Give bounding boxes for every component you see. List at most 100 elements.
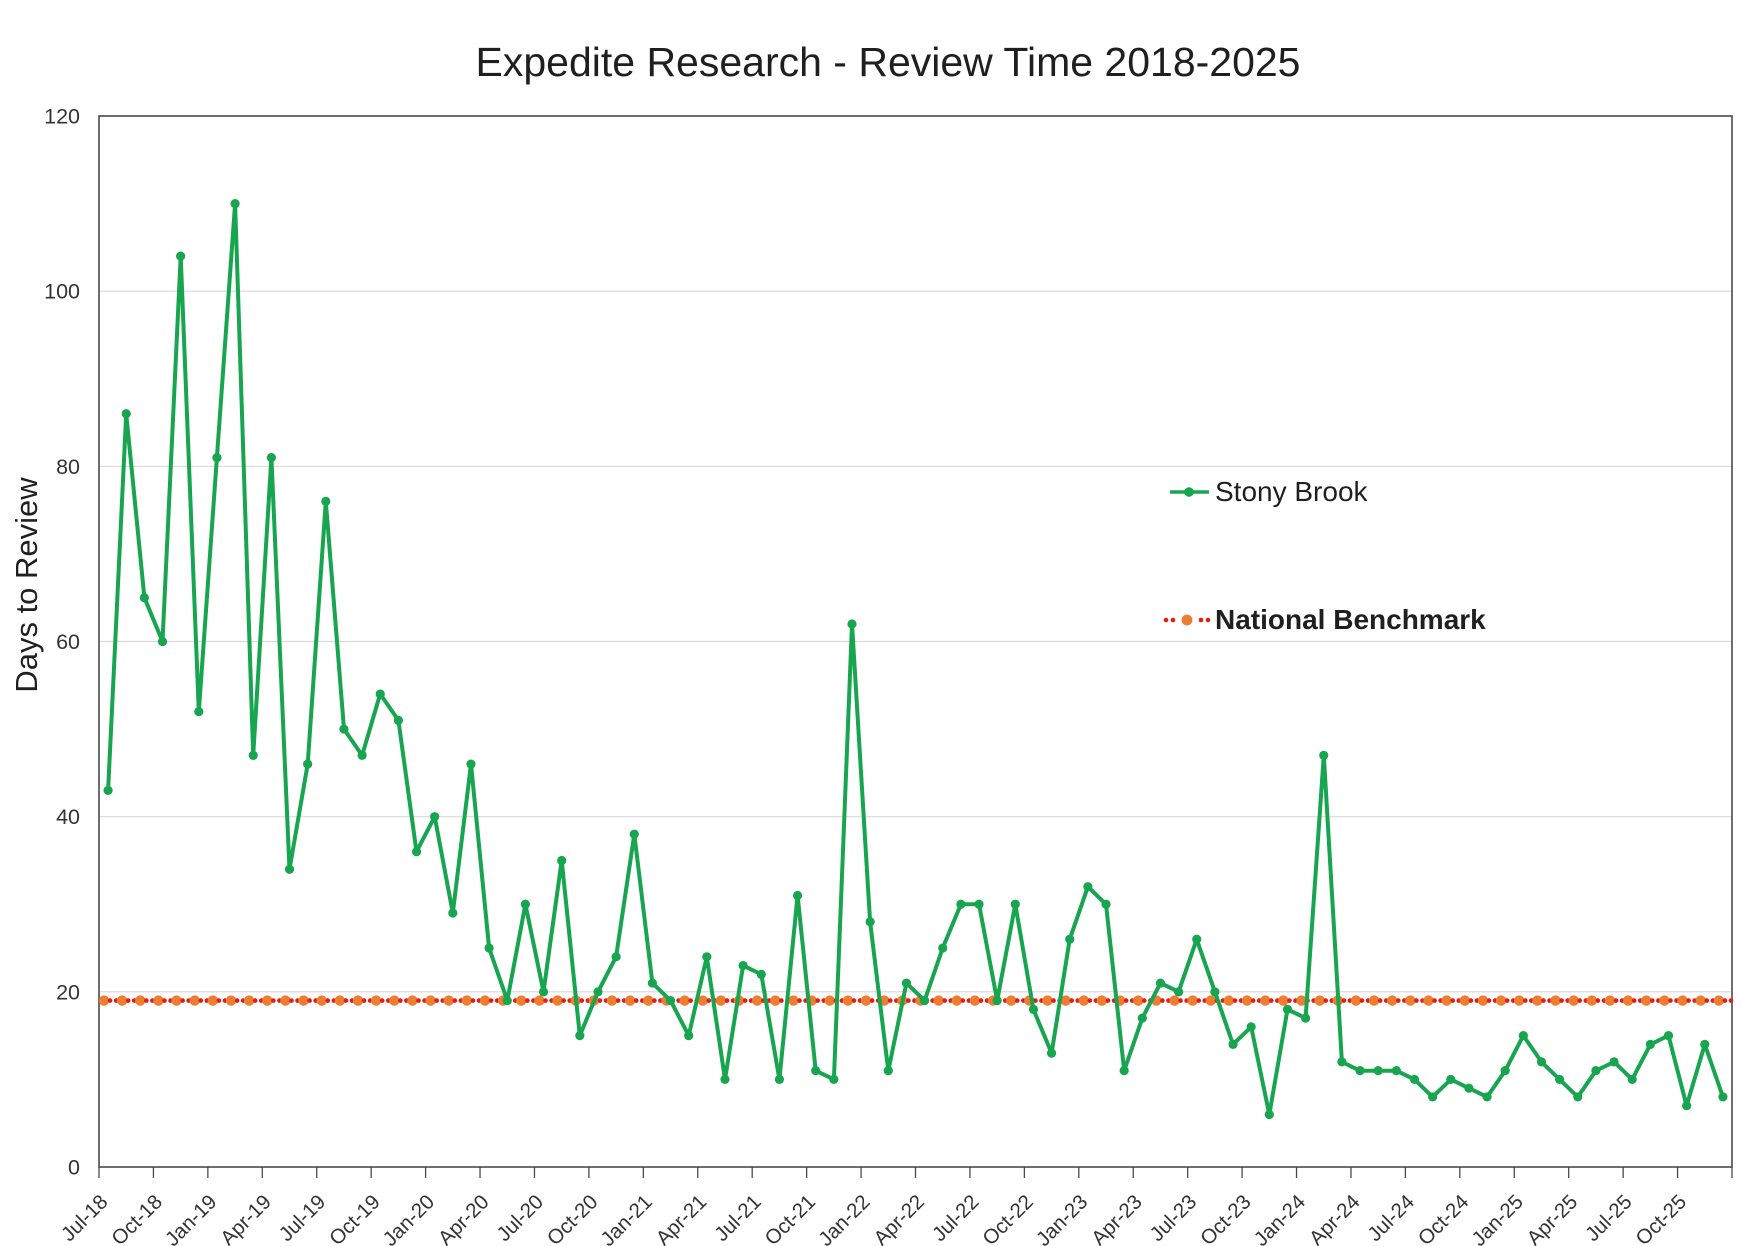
data-point-marker [1246,1022,1256,1032]
benchmark-large-dot [461,995,473,1006]
data-point-marker [1718,1092,1728,1102]
data-point-marker [230,198,240,209]
benchmark-large-dot [1514,995,1525,1006]
x-axis-tick-label: Oct-22 [978,1190,1038,1246]
benchmark-large-dot [389,995,400,1006]
benchmark-small-dot [1577,998,1583,1003]
benchmark-large-dot [1550,995,1561,1006]
data-point-marker [1337,1057,1347,1067]
data-point-marker [520,899,530,909]
benchmark-large-dot [1133,995,1144,1006]
benchmark-large-dot [1314,995,1325,1006]
benchmark-large-dot [262,995,273,1006]
benchmark-small-dot [1450,998,1456,1003]
x-axis-tick-label: Jul-20 [492,1190,548,1246]
benchmark-small-dot [1287,998,1292,1003]
benchmark-small-dot [1341,998,1347,1003]
benchmark-small-dot [1105,998,1111,1003]
data-point-marker [1010,899,1020,909]
benchmark-small-dot [234,998,240,1003]
benchmark-large-dot [280,995,291,1006]
benchmark-legend-dot-icon [1205,617,1211,623]
benchmark-small-dot [361,998,367,1003]
data-point-marker [1464,1083,1474,1093]
benchmark-large-dot [189,995,200,1006]
data-point-marker [575,1031,585,1041]
benchmark-small-dot [597,998,603,1003]
benchmark-small-dot [1728,998,1734,1003]
data-point-marker [194,706,204,717]
benchmark-small-dot [815,998,820,1003]
benchmark-large-dot [116,995,128,1006]
benchmark-large-dot [407,995,418,1006]
legend: Stony Brook National Benchmark [1163,476,1486,635]
benchmark-small-dot [742,998,748,1003]
benchmark-large-dot [1659,995,1670,1006]
benchmark-large-dot [1241,995,1253,1006]
benchmark-large-dot [752,995,763,1006]
benchmark-large-dot [1060,995,1071,1006]
data-point-marker [720,1074,730,1085]
data-point-marker [1119,1066,1129,1076]
x-axis-tick-label: Oct-25 [1631,1190,1691,1246]
benchmark-small-dot [779,998,784,1003]
benchmark-small-dot [1323,998,1329,1003]
benchmark-small-dot [1631,998,1637,1003]
benchmark-small-dot [1559,998,1564,1003]
benchmark-small-dot [1468,998,1474,1003]
x-axis-tick-label: Oct-18 [107,1190,167,1246]
benchmark-small-dot [525,998,530,1003]
data-point-marker [375,689,385,699]
y-axis-title: Days to Review [9,477,44,693]
benchmark-large-dot [1405,995,1416,1006]
benchmark-small-dot [688,998,693,1003]
benchmark-small-dot [1051,998,1056,1003]
data-point-marker [1137,1013,1147,1023]
data-point-marker [339,724,349,734]
data-point-marker [1083,882,1093,892]
x-axis-tick-label: Jul-18 [57,1190,113,1246]
data-point-marker [774,1074,785,1085]
y-axis-tick-label: 20 [56,980,80,1004]
benchmark-small-dot [1069,998,1075,1003]
benchmark-small-dot [198,998,204,1003]
x-axis-tick-label: Jul-25 [1581,1190,1637,1246]
benchmark-large-dot [479,995,491,1006]
data-point-marker [212,452,222,463]
data-point-marker [684,1031,694,1041]
benchmark-large-dot [153,995,164,1006]
benchmark-small-dot [1486,998,1492,1003]
data-point-marker [883,1066,893,1076]
data-point-marker [1391,1066,1401,1076]
benchmark-large-dot [1296,995,1307,1006]
benchmark-small-dot [960,998,966,1003]
data-point-marker [1046,1048,1057,1058]
benchmark-small-dot [1504,998,1510,1003]
benchmark-small-dot [887,998,893,1003]
x-axis-tick-labels: Jul-18Oct-18Jan-19Apr-19Jul-19Oct-19Jan-… [57,1190,1691,1246]
benchmark-small-dot [343,998,349,1003]
benchmark-small-dot [1141,998,1147,1003]
benchmark-small-dot [652,998,657,1003]
data-point-marker [121,409,131,419]
legend-item-national-benchmark: National Benchmark [1163,604,1486,635]
benchmark-small-dot [271,998,276,1003]
data-point-marker [1536,1057,1547,1067]
benchmark-large-dot [1441,995,1452,1006]
data-point-marker [393,715,403,725]
data-point-marker [665,995,676,1006]
data-point-marker [811,1066,821,1076]
data-point-marker [1428,1092,1438,1102]
benchmark-small-dot [488,998,494,1003]
benchmark-large-dot [969,995,981,1006]
data-point-marker [248,750,258,760]
data-point-marker [448,908,458,918]
stony-brook-polyline [106,201,1725,1117]
axes [98,115,1733,1178]
gridlines [99,115,1732,993]
benchmark-small-dot [398,998,403,1003]
benchmark-large-dot [225,995,237,1006]
benchmark-small-dot [1704,998,1710,1003]
